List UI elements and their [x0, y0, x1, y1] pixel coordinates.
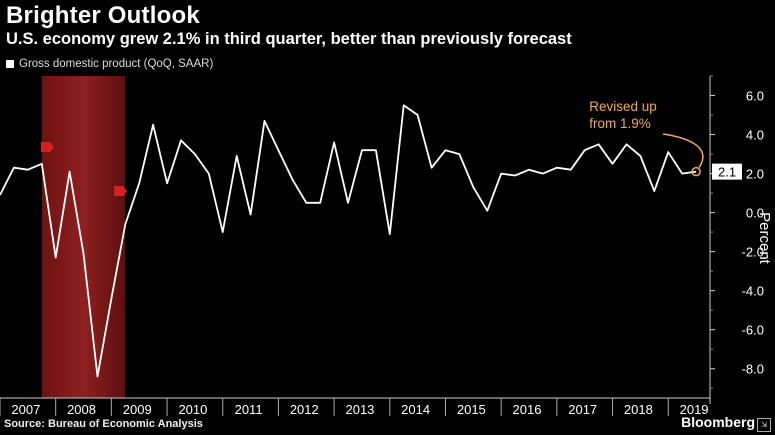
chart-legend: Gross domestic product (QoQ, SAAR): [6, 58, 213, 70]
x-tick-label: 2014: [401, 402, 430, 417]
last-value-label: 2.1: [718, 165, 736, 180]
source-note: Source: Bureau of Economic Analysis: [4, 418, 203, 430]
chart-title: Brighter Outlook: [6, 2, 200, 29]
brand-logo: Bloomberg: [681, 414, 755, 430]
x-tick-label: 2012: [290, 402, 319, 417]
x-tick-label: 2018: [624, 402, 653, 417]
x-tick-label: 2013: [345, 402, 374, 417]
y-tick-label: -6.0: [742, 323, 764, 338]
annotation-text-line2: from 1.9%: [589, 116, 651, 131]
share-icon[interactable]: ⇲: [757, 418, 771, 432]
x-tick-label: 2017: [568, 402, 597, 417]
y-tick-label: 6.0: [746, 89, 764, 104]
recession-band: [42, 76, 125, 398]
annotation-text-line1: Revised up: [589, 99, 657, 114]
chart-subtitle: U.S. economy grew 2.1% in third quarter,…: [6, 30, 572, 48]
gdp-series-line: [0, 104, 697, 378]
y-tick-label: 2.0: [746, 167, 764, 182]
y-tick-label: 4.0: [746, 128, 764, 143]
recession-end-marker: [114, 186, 127, 196]
y-axis-label: Percent: [756, 212, 773, 265]
recession-start-marker: [41, 142, 54, 152]
legend-swatch: [6, 60, 14, 68]
y-tick-label: -8.0: [742, 362, 764, 377]
x-tick-label: 2015: [457, 402, 486, 417]
y-tick-label: -2.0: [742, 245, 764, 260]
x-tick-label: 2010: [178, 402, 207, 417]
y-tick-label: -4.0: [742, 284, 764, 299]
x-tick-label: 2009: [123, 402, 152, 417]
legend-label: Gross domestic product (QoQ, SAAR): [19, 58, 214, 70]
annotation-arrow: [662, 133, 704, 169]
last-value-box: [712, 163, 742, 180]
y-tick-label: 0.0: [746, 206, 764, 221]
x-tick-label: 2007: [11, 402, 40, 417]
x-tick-label: 2019: [680, 402, 709, 417]
x-tick-label: 2016: [513, 402, 542, 417]
x-tick-label: 2008: [67, 402, 96, 417]
x-tick-label: 2011: [235, 402, 263, 417]
revised-point-circle: [691, 166, 701, 177]
